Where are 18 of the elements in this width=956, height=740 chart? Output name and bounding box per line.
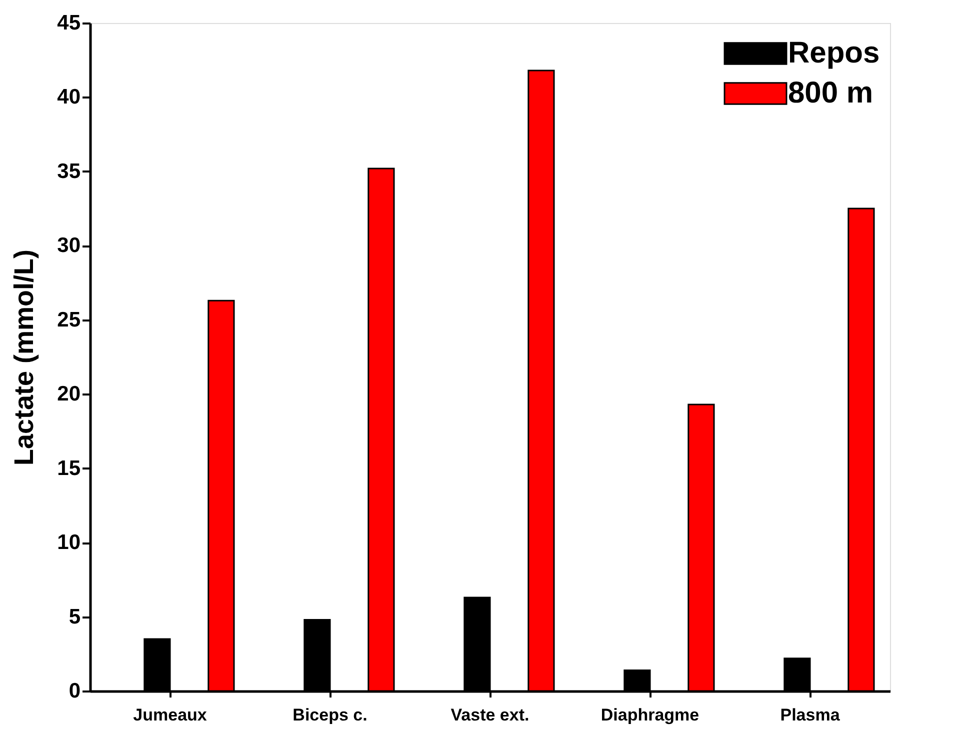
y-tick-label: 10: [57, 531, 80, 554]
y-tick-label: 20: [57, 382, 80, 406]
y-tick-label: 5: [68, 605, 81, 628]
y-tick-label: 35: [57, 160, 81, 183]
legend-label: 800 m: [788, 76, 874, 110]
legend-label: Repos: [788, 36, 880, 70]
x-tick-label: Jumeaux: [133, 706, 208, 724]
y-axis-title: Lactate (mmol/L): [9, 249, 40, 466]
y-tick-label: 25: [57, 308, 81, 332]
x-tick-label: Vaste ext.: [450, 706, 530, 724]
y-tick-label: 30: [57, 234, 80, 258]
x-tick-label: Biceps c.: [292, 706, 368, 724]
y-tick-label: 40: [57, 86, 80, 109]
y-tick-label: 45: [57, 12, 81, 34]
x-tick-label: Diaphragme: [600, 706, 700, 724]
y-tick-label: 15: [57, 456, 81, 480]
y-tick-label: 0: [68, 680, 80, 702]
x-tick-label: Plasma: [780, 706, 840, 724]
